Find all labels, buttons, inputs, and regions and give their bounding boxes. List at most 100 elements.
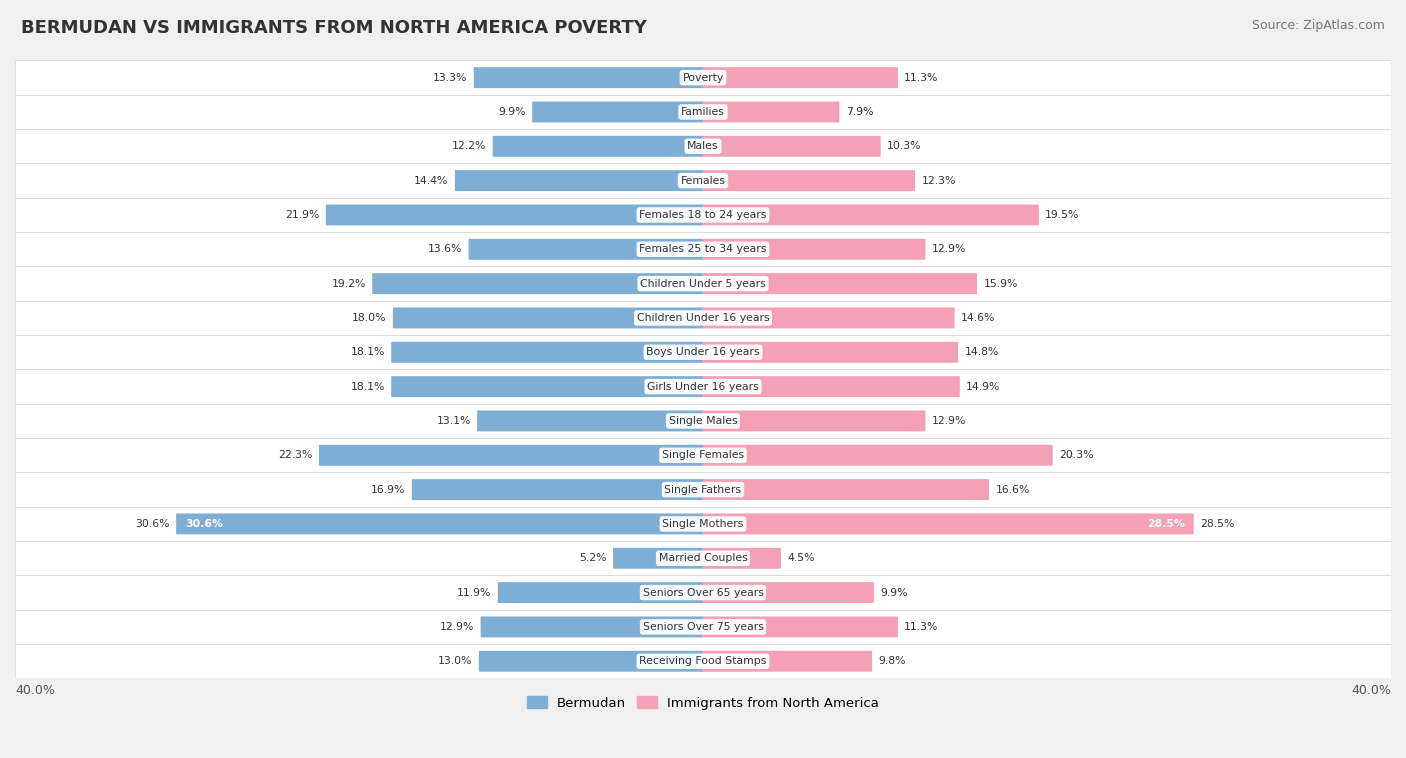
Text: 9.9%: 9.9% [498, 107, 526, 117]
FancyBboxPatch shape [15, 198, 1391, 232]
Text: 30.6%: 30.6% [186, 519, 224, 529]
Text: 4.5%: 4.5% [787, 553, 815, 563]
Text: Females 18 to 24 years: Females 18 to 24 years [640, 210, 766, 220]
Text: 18.1%: 18.1% [350, 381, 385, 392]
FancyBboxPatch shape [703, 239, 925, 260]
Text: 12.9%: 12.9% [932, 244, 966, 254]
FancyBboxPatch shape [391, 376, 703, 397]
FancyBboxPatch shape [15, 301, 1391, 335]
Text: Seniors Over 75 years: Seniors Over 75 years [643, 622, 763, 632]
FancyBboxPatch shape [15, 369, 1391, 404]
Text: 7.9%: 7.9% [846, 107, 873, 117]
FancyBboxPatch shape [703, 411, 925, 431]
FancyBboxPatch shape [15, 541, 1391, 575]
Text: 21.9%: 21.9% [285, 210, 319, 220]
Text: 20.3%: 20.3% [1059, 450, 1094, 460]
Text: 30.6%: 30.6% [135, 519, 170, 529]
FancyBboxPatch shape [326, 205, 703, 225]
FancyBboxPatch shape [703, 170, 915, 191]
Text: Single Mothers: Single Mothers [662, 519, 744, 529]
Text: 11.9%: 11.9% [457, 587, 492, 597]
FancyBboxPatch shape [15, 164, 1391, 198]
FancyBboxPatch shape [481, 616, 703, 637]
FancyBboxPatch shape [703, 308, 955, 328]
Text: Source: ZipAtlas.com: Source: ZipAtlas.com [1251, 19, 1385, 32]
FancyBboxPatch shape [703, 445, 1053, 465]
FancyBboxPatch shape [15, 507, 1391, 541]
FancyBboxPatch shape [479, 651, 703, 672]
Text: 14.6%: 14.6% [960, 313, 995, 323]
Text: 15.9%: 15.9% [983, 279, 1018, 289]
Text: Girls Under 16 years: Girls Under 16 years [647, 381, 759, 392]
Text: Married Couples: Married Couples [658, 553, 748, 563]
FancyBboxPatch shape [319, 445, 703, 465]
Text: 12.9%: 12.9% [932, 416, 966, 426]
Text: 28.5%: 28.5% [1147, 519, 1185, 529]
FancyBboxPatch shape [468, 239, 703, 260]
FancyBboxPatch shape [703, 651, 872, 672]
Text: Children Under 5 years: Children Under 5 years [640, 279, 766, 289]
FancyBboxPatch shape [703, 102, 839, 123]
Text: 13.1%: 13.1% [436, 416, 471, 426]
FancyBboxPatch shape [15, 404, 1391, 438]
Text: 9.9%: 9.9% [880, 587, 908, 597]
FancyBboxPatch shape [391, 342, 703, 363]
FancyBboxPatch shape [15, 575, 1391, 609]
Text: 40.0%: 40.0% [15, 684, 55, 697]
FancyBboxPatch shape [703, 342, 957, 363]
FancyBboxPatch shape [454, 170, 703, 191]
Text: 16.9%: 16.9% [371, 484, 405, 495]
Text: Males: Males [688, 141, 718, 152]
FancyBboxPatch shape [703, 582, 873, 603]
Text: BERMUDAN VS IMMIGRANTS FROM NORTH AMERICA POVERTY: BERMUDAN VS IMMIGRANTS FROM NORTH AMERIC… [21, 19, 647, 37]
Text: 14.9%: 14.9% [966, 381, 1001, 392]
FancyBboxPatch shape [474, 67, 703, 88]
Text: Females: Females [681, 176, 725, 186]
Text: 19.2%: 19.2% [332, 279, 366, 289]
Text: 19.5%: 19.5% [1045, 210, 1080, 220]
Text: 11.3%: 11.3% [904, 73, 939, 83]
FancyBboxPatch shape [176, 513, 703, 534]
Text: 12.9%: 12.9% [440, 622, 474, 632]
Text: Single Fathers: Single Fathers [665, 484, 741, 495]
Text: Single Females: Single Females [662, 450, 744, 460]
Text: 28.5%: 28.5% [1201, 519, 1234, 529]
FancyBboxPatch shape [533, 102, 703, 123]
Text: 12.2%: 12.2% [451, 141, 486, 152]
Text: Females 25 to 34 years: Females 25 to 34 years [640, 244, 766, 254]
FancyBboxPatch shape [412, 479, 703, 500]
Text: Poverty: Poverty [682, 73, 724, 83]
Text: 40.0%: 40.0% [1351, 684, 1391, 697]
Text: 18.1%: 18.1% [350, 347, 385, 357]
FancyBboxPatch shape [703, 136, 880, 157]
FancyBboxPatch shape [15, 129, 1391, 164]
FancyBboxPatch shape [703, 479, 988, 500]
Legend: Bermudan, Immigrants from North America: Bermudan, Immigrants from North America [522, 691, 884, 715]
Text: 5.2%: 5.2% [579, 553, 606, 563]
FancyBboxPatch shape [15, 61, 1391, 95]
FancyBboxPatch shape [703, 616, 898, 637]
FancyBboxPatch shape [15, 609, 1391, 644]
FancyBboxPatch shape [15, 438, 1391, 472]
Text: Boys Under 16 years: Boys Under 16 years [647, 347, 759, 357]
FancyBboxPatch shape [703, 513, 1194, 534]
Text: 14.8%: 14.8% [965, 347, 998, 357]
FancyBboxPatch shape [613, 548, 703, 568]
FancyBboxPatch shape [703, 67, 898, 88]
Text: 12.3%: 12.3% [921, 176, 956, 186]
Text: Receiving Food Stamps: Receiving Food Stamps [640, 656, 766, 666]
FancyBboxPatch shape [15, 267, 1391, 301]
FancyBboxPatch shape [703, 376, 960, 397]
Text: 13.3%: 13.3% [433, 73, 467, 83]
Text: 16.6%: 16.6% [995, 484, 1029, 495]
Text: 22.3%: 22.3% [278, 450, 312, 460]
Text: Seniors Over 65 years: Seniors Over 65 years [643, 587, 763, 597]
FancyBboxPatch shape [703, 273, 977, 294]
Text: Single Males: Single Males [669, 416, 737, 426]
FancyBboxPatch shape [15, 644, 1391, 678]
FancyBboxPatch shape [498, 582, 703, 603]
Text: 10.3%: 10.3% [887, 141, 921, 152]
Text: 9.8%: 9.8% [879, 656, 905, 666]
Text: 11.3%: 11.3% [904, 622, 939, 632]
Text: 13.6%: 13.6% [427, 244, 463, 254]
